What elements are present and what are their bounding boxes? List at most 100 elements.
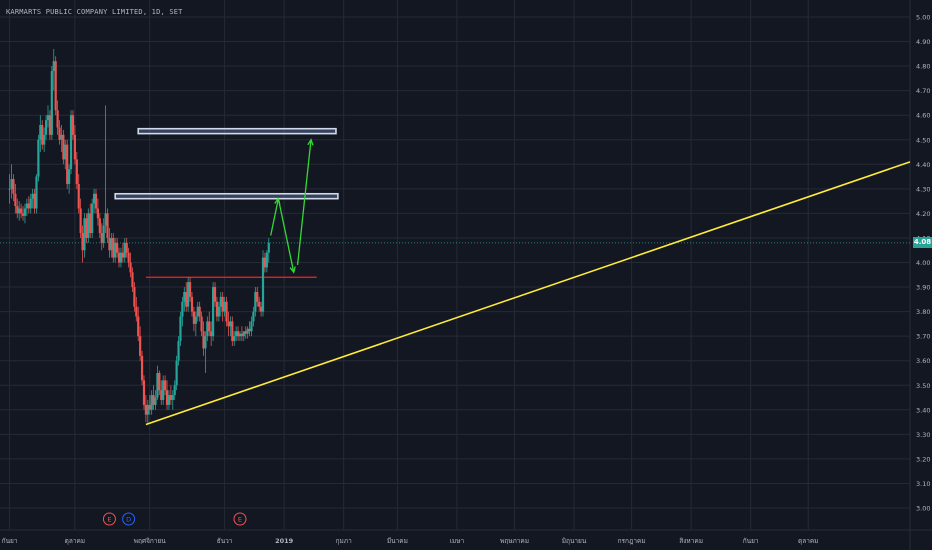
time-tick-label: มีนาคม: [387, 537, 408, 545]
candle-body: [227, 321, 230, 327]
candle-body: [133, 287, 136, 307]
candle-body: [142, 380, 146, 405]
candle-body: [217, 306, 220, 317]
projection-arrow-segment: [296, 139, 312, 266]
candle-body: [23, 208, 27, 216]
candle-body: [152, 395, 155, 405]
target-zone: [137, 127, 337, 135]
candle-body: [250, 321, 253, 332]
annotations-front: [145, 138, 911, 426]
candle-body: [164, 380, 167, 391]
price-tick-label: 4.70: [916, 87, 930, 95]
candle-body: [25, 203, 28, 209]
candle-body: [139, 336, 142, 356]
candle-body: [102, 225, 105, 243]
candle-body: [156, 372, 159, 398]
candle-body: [8, 188, 11, 190]
candle-body: [169, 395, 172, 400]
event-marker[interactable]: [122, 512, 136, 526]
candle-body: [100, 233, 103, 243]
price-tick-label: 4.80: [916, 63, 930, 71]
candle-body: [104, 213, 107, 226]
candle-body: [48, 115, 52, 135]
candle-body: [213, 287, 217, 302]
candle-body: [146, 404, 149, 415]
candle-body: [33, 193, 36, 209]
event-marker[interactable]: [233, 512, 247, 526]
candle-body: [10, 179, 13, 189]
annotations-back: [0, 127, 910, 278]
candle-body: [160, 390, 163, 400]
candle-body: [165, 390, 169, 405]
candle-body: [21, 213, 25, 216]
candle-body: [87, 213, 90, 238]
time-tick-label: พฤศจิกายน: [134, 537, 167, 545]
candle-body: [188, 282, 192, 297]
candle-body: [158, 372, 161, 391]
candle-body: [181, 301, 184, 317]
candle-body: [64, 144, 67, 160]
price-tick-label: 3.40: [916, 406, 930, 414]
price-tick-label: 3.30: [916, 431, 930, 439]
candle-body: [81, 233, 84, 251]
candle-body: [16, 206, 19, 214]
projection-arrowhead: [289, 266, 296, 274]
candle-body: [131, 272, 134, 288]
candle-body: [219, 296, 222, 307]
candle-body: [66, 144, 69, 184]
candle-body: [167, 395, 171, 405]
event-marker[interactable]: [102, 512, 116, 526]
candle-body: [200, 316, 203, 332]
candle-body: [194, 316, 197, 324]
candle-body: [258, 301, 261, 307]
time-tick-label: ตุลาคม: [798, 537, 819, 545]
candle-body: [37, 139, 40, 177]
time-axis[interactable]: กันยา ตุลาคม พฤศจิกายน ธันวา 2019 กุมภา มีนาคม…: [2, 537, 819, 545]
candle-body: [187, 282, 190, 307]
price-tick-label: 4.40: [916, 161, 930, 169]
candle-body: [112, 237, 115, 258]
candle-body: [77, 183, 80, 209]
candle-body: [256, 291, 259, 302]
price-tick-label: 3.90: [916, 284, 930, 292]
price-tick-label: 3.20: [916, 455, 930, 463]
time-tick-label: ธันวา: [217, 537, 233, 545]
candle-body: [231, 321, 234, 342]
candle-body: [62, 134, 65, 160]
candle-body: [225, 301, 228, 322]
candle-body: [43, 134, 46, 145]
candlestick-series: [8, 48, 270, 425]
price-tick-label: 4.30: [916, 185, 930, 193]
candle-body: [121, 252, 124, 258]
candle-body: [39, 125, 42, 140]
support-trendline: [145, 161, 911, 426]
time-tick-label: สิงหาคม: [679, 537, 703, 545]
candle-body: [261, 257, 265, 312]
candle-body: [210, 331, 213, 337]
time-tick-label: กุมภา: [336, 537, 353, 545]
candle-body: [12, 179, 15, 194]
candle-body: [92, 193, 96, 204]
candle-body: [202, 331, 205, 349]
candle-body: [127, 252, 130, 263]
price-tick-label: 3.60: [916, 357, 930, 365]
price-tick-label: 4.60: [916, 112, 930, 120]
target-zone: [114, 192, 339, 200]
candle-body: [240, 333, 243, 337]
projection-arrowhead: [307, 138, 314, 146]
candle-body: [35, 176, 38, 209]
candle-body: [60, 134, 63, 140]
candle-body: [69, 115, 73, 170]
candle-body: [119, 252, 123, 263]
candle-body: [179, 316, 182, 342]
time-tick-label: กรกฎาคม: [618, 537, 646, 545]
candle-body: [233, 336, 236, 342]
candle-body: [154, 397, 157, 405]
candle-body: [190, 296, 194, 312]
candle-body: [73, 134, 76, 160]
price-axis[interactable]: 5.004.904.804.704.604.504.404.304.204.10…: [916, 14, 930, 513]
candle-body: [52, 61, 55, 72]
candle-body: [173, 385, 176, 396]
